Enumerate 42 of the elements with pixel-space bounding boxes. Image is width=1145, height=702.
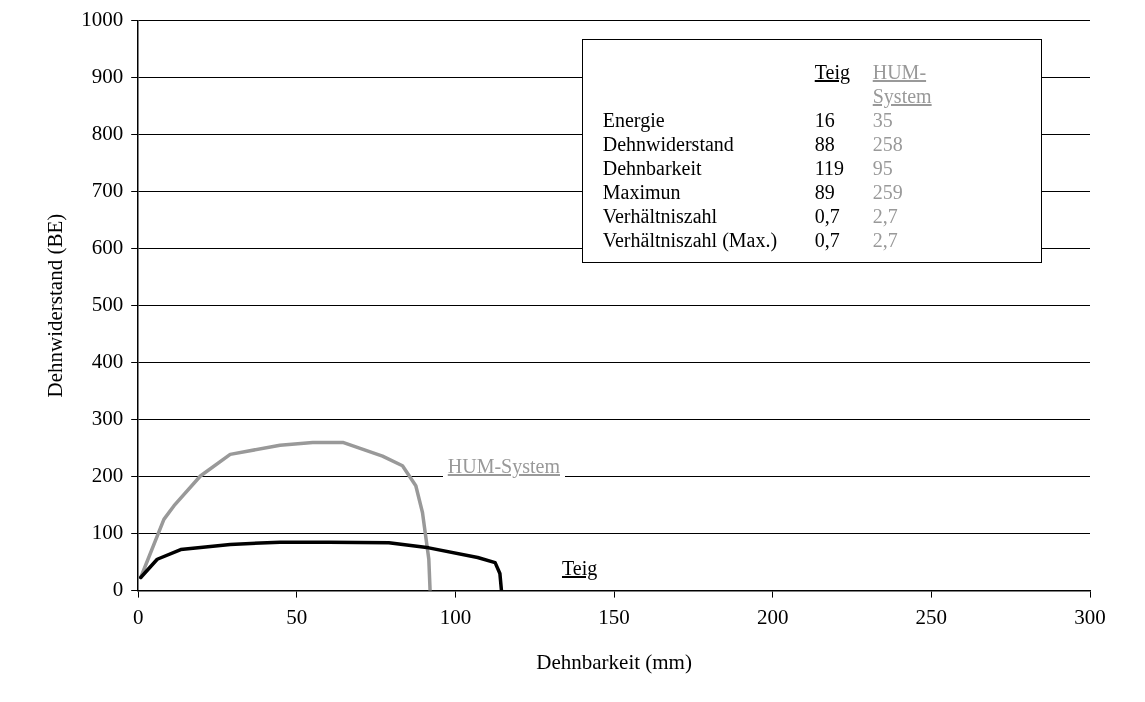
annotation: 0,7 xyxy=(814,204,841,229)
annotation: Maximun xyxy=(602,180,682,205)
annotation: 88 xyxy=(814,132,836,157)
x-tick-label: 100 xyxy=(439,604,472,629)
text: HUM-System xyxy=(872,61,932,108)
y-tick-label: 800 xyxy=(91,121,124,146)
annotation: 2,7 xyxy=(872,204,899,229)
y-tick-label: 400 xyxy=(91,349,124,374)
annotation: 35 xyxy=(872,108,894,133)
annotation: Verhältniszahl (Max.) xyxy=(602,228,779,253)
annotation: Verhältniszahl xyxy=(602,204,719,229)
x-tick-label: 0 xyxy=(132,604,144,629)
annotation: 119 xyxy=(814,156,845,181)
annotation: 89 xyxy=(814,180,836,205)
x-tick-label: 50 xyxy=(286,604,308,629)
y-axis-title: Dehnwiderstand (BE) xyxy=(43,213,68,398)
y-tick-label: 600 xyxy=(91,235,124,260)
annotation: Dehnbarkeit xyxy=(602,156,703,181)
x-tick-label: 150 xyxy=(598,604,630,629)
x-tick-label: 300 xyxy=(1074,604,1106,629)
y-tick-label: 700 xyxy=(91,178,124,203)
y-tick-label: 300 xyxy=(91,406,124,431)
x-tick-label: 200 xyxy=(756,604,789,629)
annotation: 259 xyxy=(872,180,904,205)
annotation: 258 xyxy=(872,132,904,157)
x-tick-label: 250 xyxy=(915,604,948,629)
annotation: 2,7 xyxy=(872,228,899,253)
annotation: Dehnwiderstand xyxy=(602,132,735,157)
text: Teig xyxy=(556,556,603,581)
annotation: 95 xyxy=(872,156,894,181)
y-tick-label: 900 xyxy=(91,64,124,89)
y-tick-label: 500 xyxy=(91,292,124,317)
annotation: Energie xyxy=(602,108,666,133)
y-tick-label: 1000 xyxy=(81,7,124,32)
y-tick-label: 100 xyxy=(91,520,124,545)
series-label: HUM-System xyxy=(442,453,565,478)
annotation: 16 xyxy=(814,108,836,133)
x-axis-title: Dehnbarkeit (mm) xyxy=(536,649,692,674)
y-tick-label: 0 xyxy=(112,577,124,602)
annotation: 0,7 xyxy=(814,228,841,253)
text: Teig xyxy=(814,61,850,84)
y-tick-label: 200 xyxy=(91,463,124,488)
